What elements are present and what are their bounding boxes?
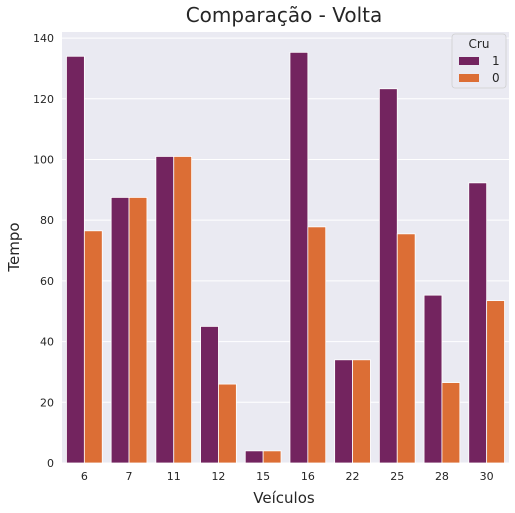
bar-series-1-25: [378, 88, 398, 464]
legend-swatch-0: [459, 74, 479, 82]
x-tick-label: 11: [167, 470, 181, 483]
bar-series-1-15: [244, 450, 264, 464]
x-tick-label: 25: [390, 470, 404, 483]
bar-series-1-7: [110, 197, 130, 464]
y-tick-label: 40: [40, 336, 54, 349]
bar-series-0-15: [262, 450, 282, 464]
bar-series-0-11: [173, 156, 193, 464]
bar-series-1-12: [200, 326, 219, 464]
bar-series-0-28: [441, 382, 461, 464]
x-tick-label: 7: [126, 470, 133, 483]
bar-series-0-16: [307, 226, 327, 464]
x-axis-label: Veículos: [253, 489, 315, 507]
x-tick-label: 6: [81, 470, 88, 483]
legend-swatch-1: [459, 57, 479, 65]
y-tick-label: 20: [40, 396, 54, 409]
y-tick-labels: 0 20 40 60 80 100 120 140: [33, 32, 54, 470]
bar-series-0-12: [218, 383, 237, 464]
bar-series-0-6: [83, 230, 103, 464]
chart-title: Comparação - Volta: [186, 3, 383, 27]
x-tick-label: 16: [301, 470, 315, 483]
bar-series-0-30: [486, 300, 505, 464]
bar-series-1-22: [334, 359, 353, 464]
x-tick-label: 22: [346, 470, 360, 483]
x-tick-label: 15: [256, 470, 270, 483]
bars: [66, 51, 505, 464]
x-tick-label: 30: [480, 470, 494, 483]
x-tick-labels: 6 7 11 12 15 16 22 25 28 30: [81, 470, 494, 483]
y-tick-label: 60: [40, 275, 54, 288]
bar-series-1-16: [289, 51, 309, 464]
y-tick-label: 120: [33, 93, 54, 106]
x-tick-label: 12: [211, 470, 225, 483]
bar-series-1-11: [155, 156, 175, 464]
bar-series-0-22: [352, 359, 371, 464]
bar-series-1-28: [423, 294, 443, 464]
x-tick-label: 28: [435, 470, 449, 483]
bar-series-0-7: [128, 197, 148, 464]
y-tick-label: 140: [33, 32, 54, 45]
y-tick-label: 0: [47, 457, 54, 470]
bar-series-1-6: [66, 55, 85, 464]
bar-series-1-30: [468, 182, 488, 464]
legend-title: Cru: [469, 37, 490, 51]
y-axis-label: Tempo: [5, 222, 23, 272]
bar-series-0-25: [396, 233, 416, 464]
legend-label-1: 1: [492, 54, 500, 68]
y-tick-label: 100: [33, 153, 54, 166]
legend: Cru 1 0: [451, 33, 507, 89]
legend-label-0: 0: [492, 71, 500, 85]
y-tick-label: 80: [40, 214, 54, 227]
